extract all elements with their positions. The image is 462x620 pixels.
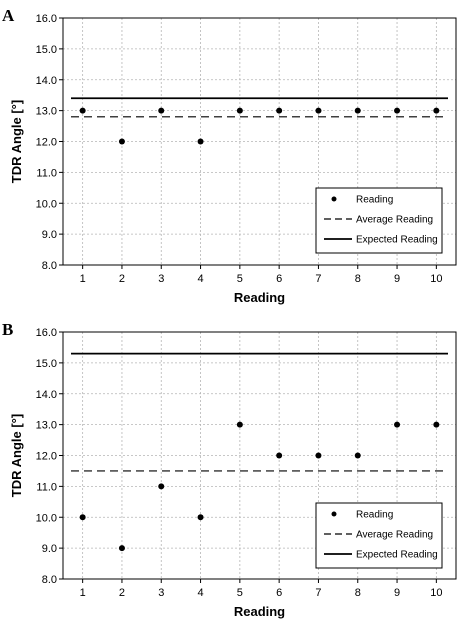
data-point [276, 452, 283, 459]
y-tick-label: 10.0 [36, 512, 57, 524]
legend-entry: Expected Reading [356, 235, 438, 246]
y-tick-label: 10.0 [36, 198, 57, 210]
data-point [394, 107, 401, 114]
y-tick-label: 16.0 [36, 327, 57, 339]
data-point [197, 138, 204, 145]
y-tick-label: 13.0 [36, 106, 57, 118]
data-point [276, 107, 283, 114]
y-tick-label: 8.0 [42, 574, 57, 586]
chart-panel-a: A 8.0 9.0 10.0 11.0 12.0 13.0 14.0 15.0 16.0 1 2 3 4 5… [2, 6, 457, 305]
x-tick-label: 1 [80, 273, 86, 285]
x-tick-label: 4 [197, 273, 203, 285]
data-point [158, 483, 165, 490]
x-tick-label: 8 [355, 587, 361, 599]
y-tick-label: 11.0 [36, 481, 57, 493]
series-reading [79, 107, 440, 145]
x-tick-label: 8 [355, 273, 361, 285]
legend-box [315, 502, 443, 569]
y-axis-title: TDR Angle [°] [9, 100, 24, 183]
data-point [315, 452, 322, 459]
y-tick-label: 8.0 [42, 260, 57, 272]
legend-entry: Reading [356, 195, 393, 206]
y-tick-label: 12.0 [36, 451, 57, 463]
data-point [354, 107, 361, 114]
x-tick-label: 9 [394, 273, 400, 285]
x-axis: 1 2 3 4 5 6 7 8 9 10 [80, 265, 442, 285]
y-tick-label: 14.0 [36, 75, 57, 87]
y-tick-label: 12.0 [36, 137, 57, 149]
x-tick-label: 5 [237, 587, 243, 599]
x-tick-label: 6 [276, 587, 282, 599]
x-tick-label: 1 [80, 587, 86, 599]
x-tick-label: 9 [394, 587, 400, 599]
legend-marker [331, 511, 337, 517]
data-point [354, 452, 361, 459]
data-point [433, 107, 440, 114]
x-tick-label: 7 [315, 587, 321, 599]
data-point [118, 545, 125, 552]
legend-entry: Expected Reading [356, 550, 438, 561]
x-tick-label: 4 [197, 587, 203, 599]
x-tick-label: 10 [430, 273, 442, 285]
x-tick-label: 5 [237, 273, 243, 285]
legend: Reading Average Reading Expected Reading [315, 502, 443, 569]
x-axis: 1 2 3 4 5 6 7 8 9 10 [80, 579, 442, 599]
legend-marker [331, 196, 337, 202]
data-point [158, 107, 165, 114]
data-point [79, 107, 86, 114]
chart-panel-b: B 8.0 9.0 10.0 11.0 12.0 13.0 14.0 15.0 16.0 1 2 3 4 5… [2, 320, 457, 619]
legend-box [315, 187, 443, 254]
x-tick-label: 2 [119, 273, 125, 285]
data-point [394, 421, 401, 428]
x-tick-label: 2 [119, 587, 125, 599]
x-tick-label: 6 [276, 273, 282, 285]
y-tick-label: 15.0 [36, 358, 57, 370]
panel-label: A [2, 6, 15, 25]
y-axis-title: TDR Angle [°] [9, 414, 24, 497]
legend-entry: Reading [356, 510, 393, 521]
x-axis-title: Reading [234, 290, 285, 305]
y-tick-label: 14.0 [36, 389, 57, 401]
data-point [197, 514, 204, 521]
y-tick-label: 9.0 [42, 543, 57, 555]
x-tick-label: 3 [158, 587, 164, 599]
legend: Reading Average Reading Expected Reading [315, 187, 443, 254]
data-point [236, 107, 243, 114]
legend-entry: Average Reading [356, 215, 433, 226]
data-point [433, 421, 440, 428]
y-tick-label: 9.0 [42, 229, 57, 241]
y-tick-label: 15.0 [36, 44, 57, 56]
data-point [315, 107, 322, 114]
y-tick-label: 13.0 [36, 420, 57, 432]
x-tick-label: 7 [315, 273, 321, 285]
data-point [118, 138, 125, 145]
y-tick-label: 16.0 [36, 13, 57, 25]
y-axis: 8.0 9.0 10.0 11.0 12.0 13.0 14.0 15.0 16.0 [36, 13, 63, 272]
data-point [79, 514, 86, 521]
x-tick-label: 10 [430, 587, 442, 599]
y-axis: 8.0 9.0 10.0 11.0 12.0 13.0 14.0 15.0 16.0 [36, 327, 63, 586]
data-point [236, 421, 243, 428]
series-reading [79, 421, 440, 552]
legend-entry: Average Reading [356, 530, 433, 541]
y-tick-label: 11.0 [36, 167, 57, 179]
x-axis-title: Reading [234, 604, 285, 619]
panel-label: B [2, 320, 13, 339]
x-tick-label: 3 [158, 273, 164, 285]
